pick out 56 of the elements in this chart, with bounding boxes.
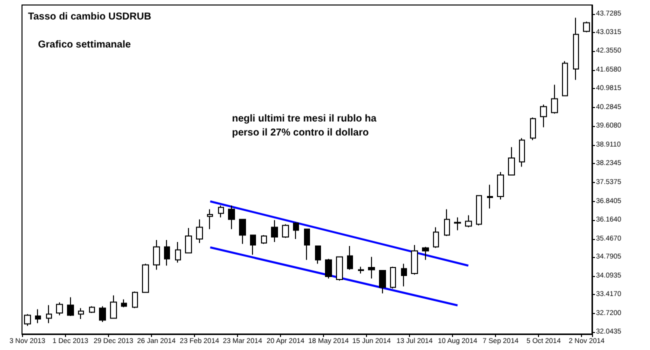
candlestick [551, 84, 558, 114]
candlestick [218, 204, 224, 218]
candlestick [110, 294, 117, 319]
candlestick [358, 266, 364, 274]
candlestick [304, 228, 310, 260]
text: Tasso di cambio USDRUB [28, 12, 152, 22]
candlestick [497, 171, 504, 200]
candlestick [562, 60, 568, 96]
text: Grafico settimanale [38, 40, 132, 50]
candlestick [282, 224, 289, 238]
candlestick [379, 270, 386, 294]
candlestick [411, 244, 418, 276]
candlestick [89, 306, 95, 314]
candlestick [315, 246, 321, 264]
candlestick [583, 21, 590, 33]
candlestick [325, 258, 332, 279]
candlestick [476, 195, 482, 226]
candlestick [530, 116, 536, 141]
candlestick [35, 308, 41, 324]
candlestick [271, 220, 278, 242]
candlestick [46, 304, 52, 324]
candlestick [78, 308, 84, 320]
candlestick [261, 234, 267, 244]
candlestick [401, 263, 407, 287]
candlestick [433, 226, 439, 248]
candlestick [153, 240, 160, 270]
candlestick [573, 17, 579, 80]
candlestick [99, 306, 106, 323]
candlestick [444, 208, 450, 236]
candlestick [250, 234, 256, 256]
candlestick [24, 314, 31, 326]
candlestick [293, 222, 299, 240]
annotation: negli ultimi tre mesi il rublo ha perso il 27% contro il dollaro [232, 114, 377, 138]
candlestick [368, 256, 375, 279]
candlestick [228, 204, 235, 230]
candlestick [121, 298, 127, 308]
candlestick [454, 216, 461, 231]
candlestick [132, 291, 138, 309]
candlestick [142, 263, 149, 293]
candlestick [207, 208, 213, 230]
candlestick [164, 240, 170, 266]
candlestick [347, 246, 353, 270]
candlestick [336, 256, 343, 282]
candlestick [175, 241, 181, 264]
candlestick [185, 228, 192, 254]
candlestick [422, 246, 429, 260]
candlestick [196, 218, 203, 244]
candlestick [67, 296, 74, 317]
candlestick [540, 104, 547, 128]
candlestick [508, 146, 515, 176]
candlestick [519, 138, 525, 168]
candlestick [465, 214, 472, 228]
candlestick [390, 266, 396, 290]
candlestick [239, 218, 246, 244]
candlestick [487, 184, 493, 209]
candlestick [56, 302, 63, 316]
